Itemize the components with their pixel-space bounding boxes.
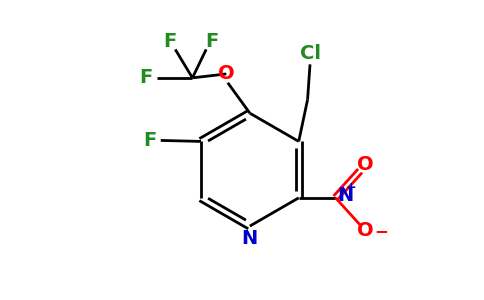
Text: O: O: [218, 64, 235, 83]
Text: O: O: [357, 221, 373, 240]
Text: F: F: [143, 131, 156, 150]
Text: Cl: Cl: [300, 44, 320, 63]
Text: O: O: [357, 155, 373, 175]
Text: +: +: [346, 181, 357, 194]
Text: F: F: [140, 68, 153, 87]
Text: −: −: [375, 222, 389, 240]
Text: N: N: [242, 229, 258, 247]
Text: N: N: [337, 186, 354, 206]
Text: F: F: [205, 32, 219, 51]
Text: F: F: [164, 32, 177, 51]
